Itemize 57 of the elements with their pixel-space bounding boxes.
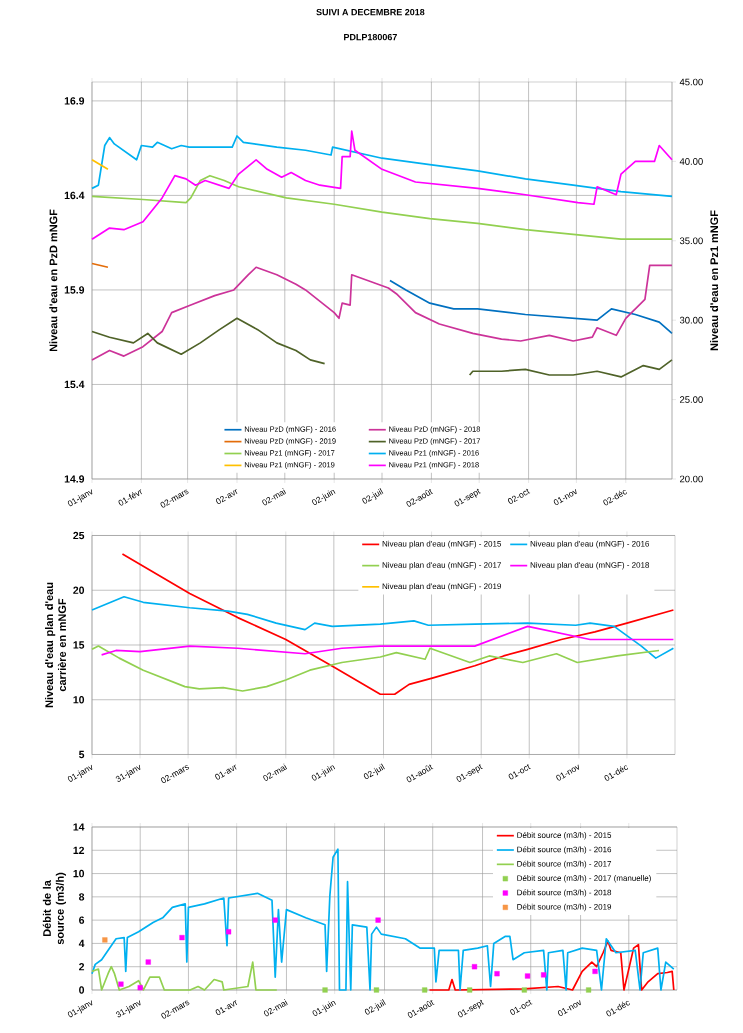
line-series (100, 625, 675, 656)
line-series (91, 264, 673, 361)
point (524, 973, 531, 979)
point (375, 917, 381, 923)
point (145, 959, 151, 965)
y-tick-label: 6 (79, 916, 85, 924)
y-tick-label: 5 (79, 750, 85, 759)
chart-subtitle: PDLP180067 (344, 33, 397, 41)
y2-tick-label: 40.00 (679, 158, 703, 165)
y-axis-title: Niveau d'eau en PzD mNGF (49, 209, 58, 352)
y-tick-label: 12 (73, 846, 85, 854)
y-tick-label: 8 (79, 893, 85, 901)
y-tick-label: 25 (73, 531, 85, 540)
point (521, 987, 527, 993)
y-axis-title: Niveau d'eau plan d'eau carrière en mNGF (45, 582, 67, 708)
point (179, 935, 185, 941)
point (541, 972, 547, 978)
y2-tick-label: 30.00 (679, 316, 703, 324)
y-tick-label: 4 (78, 939, 85, 948)
line-series (91, 645, 660, 692)
y-tick-label: 10 (73, 869, 85, 878)
line-series (91, 174, 673, 241)
y-tick-label: 16.9 (64, 97, 85, 105)
y-tick-label: 15.4 (64, 380, 85, 389)
point (471, 964, 478, 970)
line-series (91, 595, 675, 659)
line-series (91, 130, 673, 241)
point (118, 981, 124, 987)
line-series (91, 961, 278, 991)
point (592, 968, 598, 974)
chart-title: SUIVI A DECEMBRE 2018 (316, 8, 425, 16)
point (586, 987, 592, 993)
y2-tick-label: 20.00 (679, 475, 703, 483)
line-series (121, 553, 675, 696)
y-tick-label: 20 (73, 586, 85, 594)
y2-tick-label: 35.00 (679, 237, 703, 245)
y-tick-label: 10 (73, 696, 85, 704)
y2-tick-label: 25.00 (679, 396, 703, 403)
point (272, 917, 278, 923)
point (467, 987, 473, 993)
y-tick-label: 0 (79, 986, 85, 994)
point (322, 987, 328, 993)
y-tick-label: 16.4 (64, 191, 85, 200)
y2-axis-title: Niveau d'eau en Pz1 mNGF (710, 210, 719, 351)
y-tick-label: 2 (79, 963, 85, 971)
y2-tick-label: 45.00 (679, 78, 703, 86)
point (226, 929, 232, 935)
point (137, 985, 143, 991)
y-tick-label: 15 (73, 641, 85, 649)
point (373, 987, 380, 993)
point (102, 937, 108, 943)
y-tick-label: 14.9 (64, 475, 85, 483)
y-tick-label: 14 (73, 823, 85, 831)
point (494, 971, 500, 977)
y-tick-label: 15.9 (64, 286, 85, 294)
y-axis-title: Débit de la source (m3/h) (42, 872, 67, 945)
point (422, 987, 428, 993)
